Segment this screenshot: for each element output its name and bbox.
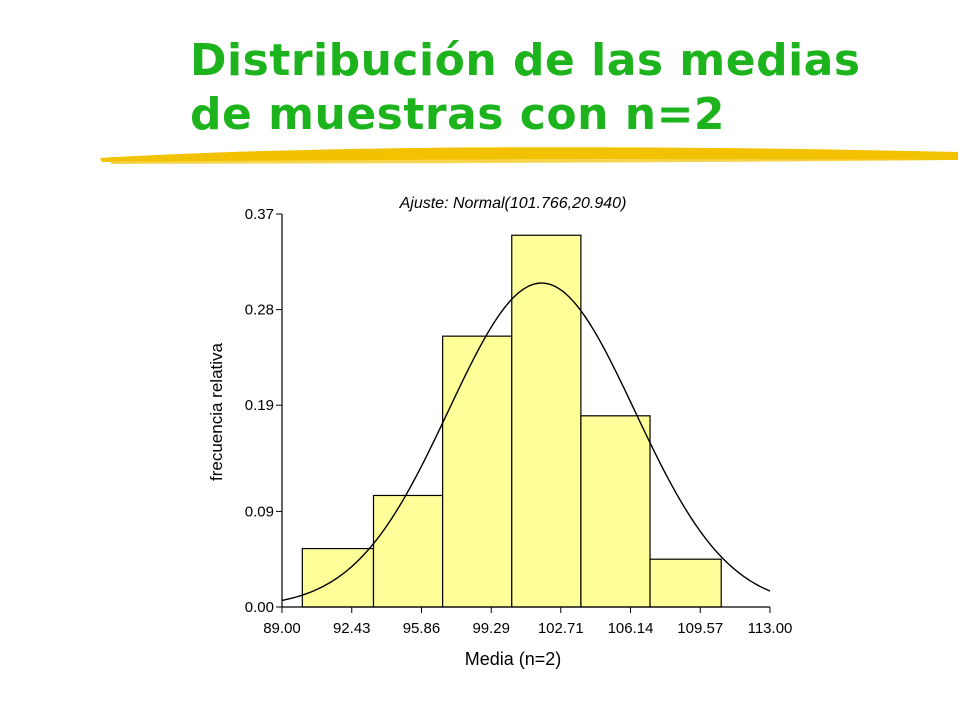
histogram-bar-5 — [580, 415, 651, 608]
histogram-bar-6 — [649, 558, 722, 608]
histogram-bar-4 — [511, 234, 582, 608]
chart-title: Ajuste: Normal(101.766,20.940) — [399, 195, 627, 212]
normal-fit-curve — [281, 282, 771, 602]
x-tick-label: 102.71 — [538, 620, 584, 637]
y-tick-label: 0.28 — [245, 302, 274, 319]
slide-title-line-2: de muestras con n=2 — [190, 89, 726, 140]
histogram-bars — [301, 234, 722, 608]
x-tick-label: 113.00 — [748, 620, 793, 637]
x-tick-label: 109.57 — [677, 620, 723, 637]
y-tick-label: 0.09 — [245, 503, 274, 520]
x-tick-label: 92.43 — [333, 620, 371, 637]
chart-axes: 0.00 0.09 0.19 0.28 0.37 89.00 92.43 95.86 99.29… — [245, 206, 793, 637]
histogram-bar-3 — [442, 335, 513, 608]
y-tick-label: 0.19 — [245, 397, 274, 414]
y-axis-label: frecuencia relativa — [207, 342, 226, 481]
slide-title: Distribución de las medias de muestras c… — [190, 34, 910, 142]
slide-title-line-1: Distribución de las medias — [190, 35, 861, 86]
y-tick-label: 0.37 — [245, 206, 274, 223]
x-tick-label: 106.14 — [608, 620, 654, 637]
x-tick-label: 99.29 — [472, 620, 510, 637]
histogram-bar-2 — [372, 494, 444, 608]
y-tick-label: 0.00 — [245, 599, 274, 616]
x-axis-label: Media (n=2) — [465, 649, 562, 669]
x-tick-label: 95.86 — [403, 620, 441, 637]
x-tick-label: 89.00 — [263, 620, 301, 637]
